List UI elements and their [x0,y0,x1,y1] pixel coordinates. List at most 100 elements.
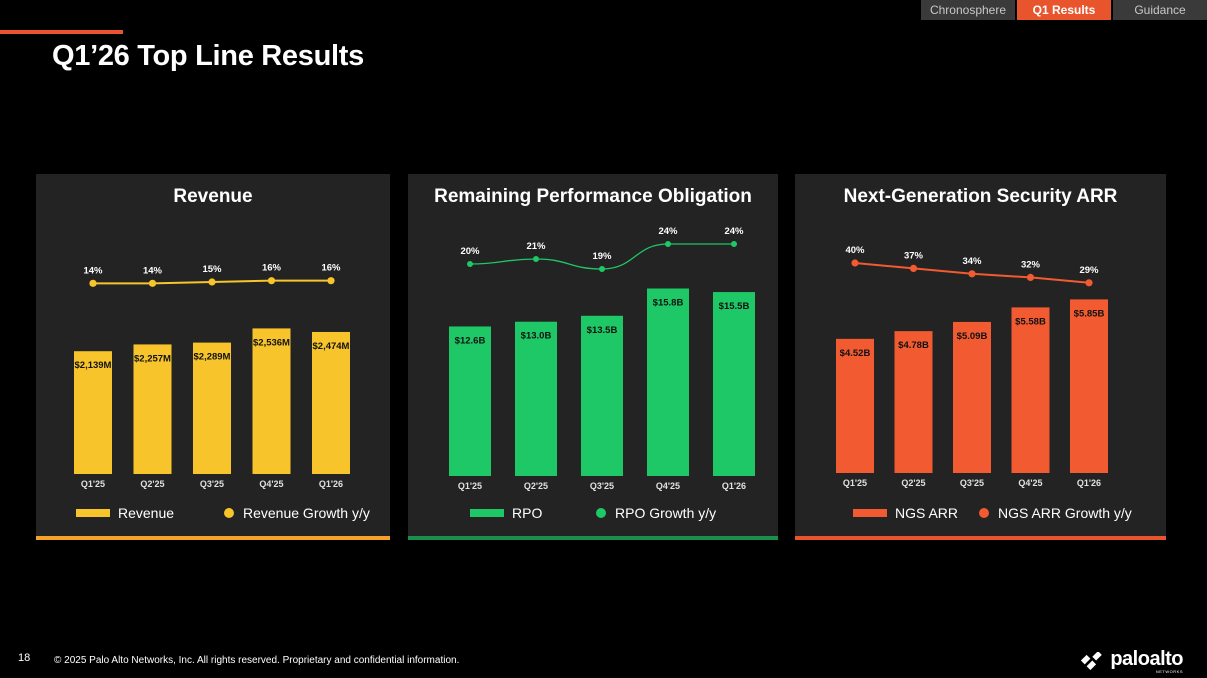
bar-value-label: $2,289M [194,352,231,363]
x-tick-label: Q1'26 [722,481,746,491]
growth-point-3 [1026,273,1035,281]
growth-point-1 [909,264,918,272]
tab-q1-results[interactable]: Q1 Results [1017,0,1111,20]
page-title: Q1’26 Top Line Results [52,40,364,72]
bar-2 [193,342,231,474]
legend-bar-swatch [76,509,110,517]
growth-point-2 [208,278,216,286]
growth-value-label: 32% [1021,259,1041,270]
legend-revenue-label: Revenue [118,505,175,521]
growth-value-label: 40% [845,245,865,256]
growth-point-2 [599,266,605,272]
growth-value-label: 14% [83,265,103,276]
x-tick-label: Q3'25 [960,478,984,488]
x-tick-label: Q1'26 [1077,478,1101,488]
growth-value-label: 24% [658,226,678,237]
legend-rpo-label: RPO [512,505,543,521]
bar-0 [836,338,874,473]
growth-value-label: 37% [904,250,924,261]
legend-rpo-growth-label: RPO Growth y/y [615,505,717,521]
x-tick-label: Q4'25 [656,481,680,491]
x-tick-label: Q4'25 [259,479,283,489]
title-accent-line [0,30,123,34]
tab-guidance[interactable]: Guidance [1113,0,1207,20]
section-tabs: Chronosphere Q1 Results Guidance [919,0,1207,20]
bar-0 [74,351,112,474]
legend-revenue-growth-label: Revenue Growth y/y [243,505,370,521]
bar-3 [647,288,689,476]
bar-value-label: $2,139M [75,360,112,371]
x-tick-label: Q2'25 [524,481,548,491]
bar-4 [713,292,755,476]
logo-wordmark: paloalto [1110,648,1183,670]
bar-value-label: $2,257M [134,353,171,364]
bar-value-label: $2,474M [313,341,350,352]
bar-4 [1070,299,1108,473]
bar-value-label: $15.8B [653,297,684,308]
growth-point-4 [1085,279,1093,287]
page-number: 18 [18,652,31,664]
legend-ngs-arr-label: NGS ARR [895,505,959,521]
legend-ngs-arr-growth: NGS ARR Growth y/y [979,505,1132,521]
growth-value-label: 16% [262,263,282,274]
revenue-chart-title: Revenue [173,186,253,207]
bar-3 [252,328,291,474]
bar-1 [515,321,557,476]
growth-point-3 [665,241,671,247]
bar-value-label: $12.6B [455,335,486,346]
palo-alto-logo-icon [1081,652,1103,670]
growth-value-label: 16% [321,263,341,274]
bar-1 [894,331,933,473]
growth-point-0 [851,259,859,267]
growth-value-label: 15% [202,264,222,275]
bar-3 [1011,307,1050,473]
x-tick-label: Q2'25 [140,479,164,489]
growth-value-label: 29% [1079,265,1099,276]
legend-dot [596,508,606,518]
x-tick-label: Q2'25 [901,478,925,488]
tab-chronosphere[interactable]: Chronosphere [921,0,1015,20]
rpo-panel: Remaining Performance Obligation $12.6B Q… [408,174,778,540]
bar-value-label: $4.52B [840,348,871,359]
legend-rpo-growth: RPO Growth y/y [596,505,716,521]
bar-value-label: $4.78B [898,340,929,351]
rpo-chart-title: Remaining Performance Obligation [434,186,752,207]
bar-1 [133,344,172,474]
growth-point-0 [89,279,97,287]
growth-value-label: 20% [460,246,480,257]
legend-dot [224,508,234,518]
growth-value-label: 24% [724,226,744,237]
ngs-arr-panel: Next-Generation Security ARR $4.52B Q1'25… [795,174,1166,540]
legend-ngs-arr: NGS ARR [853,505,958,521]
ngs-arr-chart-title: Next-Generation Security ARR [843,186,1118,207]
growth-value-label: 19% [592,251,612,262]
bar-0 [449,326,491,476]
growth-point-2 [968,270,976,278]
bar-value-label: $5.09B [957,331,988,342]
growth-point-1 [148,279,157,287]
bar-value-label: $2,536M [253,337,290,348]
revenue-panel-underline [36,536,390,540]
ngs-arr-panel-underline [795,536,1166,540]
bar-2 [581,315,623,476]
x-tick-label: Q3'25 [590,481,614,491]
ngs-arr-chart: $4.52B Q1'25 $4.78B Q2'25 $5.09B Q3'25 $5.58B Q… [836,245,1108,488]
legend-dot [979,508,989,518]
legend-revenue: Revenue [76,505,174,521]
bar-2 [953,321,991,473]
bar-value-label: $13.0B [521,331,552,342]
growth-value-label: 14% [143,265,163,276]
growth-point-4 [731,241,737,247]
bar-value-label: $13.5B [587,325,618,336]
growth-value-label: 34% [962,256,982,267]
logo-subtext: NETWORKS [1155,669,1183,674]
x-tick-label: Q4'25 [1018,478,1042,488]
x-tick-label: Q1'25 [843,478,867,488]
copyright-notice: © 2025 Palo Alto Networks, Inc. All righ… [54,655,460,666]
x-tick-label: Q1'25 [458,481,482,491]
rpo-panel-underline [408,536,778,540]
x-tick-label: Q1'25 [81,479,105,489]
x-tick-label: Q3'25 [200,479,224,489]
legend-rpo: RPO [470,505,542,521]
growth-point-4 [327,277,335,285]
